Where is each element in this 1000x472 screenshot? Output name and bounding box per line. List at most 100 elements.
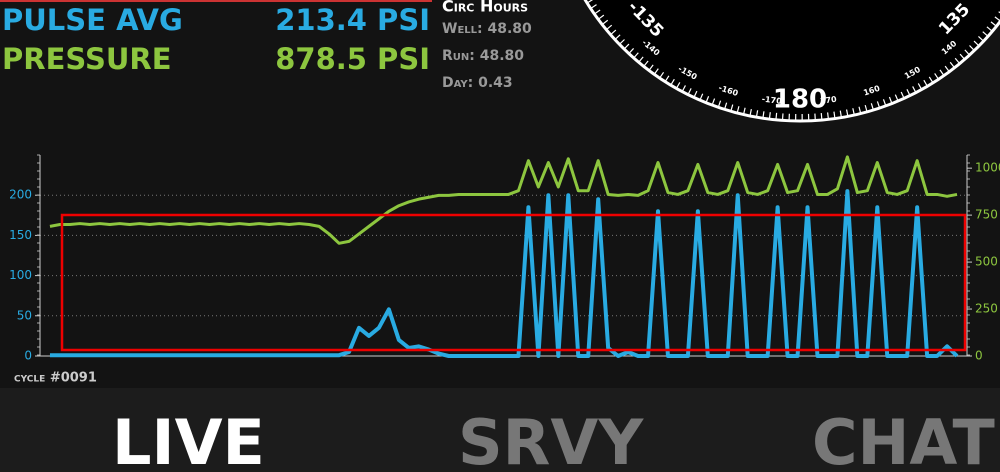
nav-chat[interactable]: CHAT: [812, 406, 995, 472]
gauge-tick: [670, 78, 675, 86]
y2-tick-label: 1000: [975, 161, 1000, 175]
circ-run: Run: 48.80: [442, 48, 524, 64]
circ-day: Day: 0.43: [442, 75, 513, 91]
gauge-label: -170: [761, 95, 782, 106]
gauge-tick: [633, 52, 639, 59]
gauge-tick: [675, 82, 681, 89]
y2-tick-label: 750: [975, 208, 998, 222]
chart: 0 50 100 150 200 0 250 500 750 1000: [9, 154, 1000, 363]
gauge-tick: [730, 104, 734, 112]
cycle-label: cycle #0091: [14, 371, 97, 386]
gauge-tick: [876, 101, 881, 109]
gauge-tick: [939, 69, 945, 76]
gauge-tick: [917, 83, 923, 90]
gauge-tick: [833, 111, 836, 119]
series-line: [49, 155, 958, 245]
gauge-tick: [664, 75, 670, 83]
gauge-tick: [586, 0, 594, 4]
y-tick-label: 0: [24, 349, 32, 363]
gauge-tick: [954, 57, 961, 65]
gauge-label: 180: [773, 85, 827, 115]
gauge-tick: [912, 86, 917, 93]
gauge-tick: [614, 34, 621, 41]
pulse-label: PULSE AVG: [2, 3, 183, 37]
gauge-tick: [699, 93, 704, 101]
gauge-tick: [858, 106, 862, 114]
gauge-tick: [959, 53, 966, 60]
pressure-value: 878.5 PSI: [275, 42, 430, 76]
gauge-tick: [986, 26, 993, 32]
nav-live[interactable]: LIVE: [112, 406, 265, 472]
y2-tick-label: 500: [975, 255, 998, 269]
gauge-tick: [864, 104, 868, 113]
gauge-tick: [717, 100, 722, 108]
nav-bar: [0, 388, 1000, 472]
gauge-tick: [659, 71, 665, 79]
y2-tick-label: 250: [975, 302, 998, 316]
gauge-tick: [594, 9, 601, 15]
gauge-tick: [605, 24, 613, 31]
gauge-tick: [643, 60, 649, 67]
gauge-tick: [601, 19, 609, 26]
y-tick-label: 50: [17, 308, 32, 322]
gauge-tick: [934, 73, 940, 80]
gauge-tick: [969, 45, 975, 51]
gauge-tick: [820, 113, 823, 121]
gauge-dial: [583, 0, 1000, 123]
gauge-tick: [775, 112, 778, 120]
gauge-tick: [906, 89, 911, 96]
gauge-tick: [949, 61, 956, 69]
gauge-tick: [923, 79, 928, 87]
gauge-tick: [882, 99, 887, 107]
gauge-tick: [870, 103, 874, 111]
gauge-tick: [827, 112, 830, 120]
gauge-tick: [628, 48, 635, 54]
gauge-tick: [973, 40, 980, 47]
series-line: [49, 189, 959, 358]
gauge-tick: [990, 21, 997, 27]
gauge-tick: [736, 106, 740, 114]
gauge-label: 170: [819, 95, 837, 106]
gauge-tick: [619, 39, 625, 45]
y-tick-label: 100: [9, 268, 32, 282]
gauge-tick: [839, 110, 843, 118]
gauge-tick: [928, 76, 934, 84]
gauge-tick: [693, 90, 698, 98]
gauge-tick: [749, 108, 752, 117]
gauge-tick: [944, 65, 950, 73]
pulse-value: 213.4 PSI: [275, 3, 430, 37]
y2-tick-label: 0: [975, 349, 983, 363]
gauge-tick: [982, 31, 989, 37]
gauge-tick: [900, 91, 905, 99]
gauge-tick: [978, 35, 984, 42]
circ-hours-title: Circ Hours: [442, 0, 528, 16]
gauge-tick: [638, 56, 644, 63]
gauge-tick: [653, 68, 659, 75]
gauge-tick: [894, 94, 899, 102]
gauge-tick: [610, 29, 617, 36]
nav-srvy[interactable]: SRVY: [458, 406, 644, 472]
gauge-tick: [623, 43, 630, 50]
gauge-tick: [964, 49, 971, 56]
gauge-tick: [762, 111, 765, 119]
pressure-label: PRESSURE: [2, 42, 172, 76]
gauge-tick: [590, 4, 597, 10]
gauge-tick: [852, 108, 855, 116]
gauge-tick: [845, 109, 849, 117]
gauge-tick: [768, 112, 771, 120]
gauge-tick: [705, 96, 710, 103]
gauge-tick: [742, 107, 746, 115]
gauge-tick: [687, 88, 692, 95]
gauge-tick: [755, 110, 759, 118]
y-tick-label: 150: [9, 228, 32, 242]
circ-well: Well: 48.80: [442, 21, 532, 37]
gauge-tick: [681, 85, 686, 92]
gauge-tick: [888, 96, 893, 104]
highlight-box: [60, 213, 967, 352]
gauge-tick: [723, 102, 728, 110]
gauge-tick: [711, 98, 716, 106]
y-tick-label: 200: [9, 188, 32, 202]
